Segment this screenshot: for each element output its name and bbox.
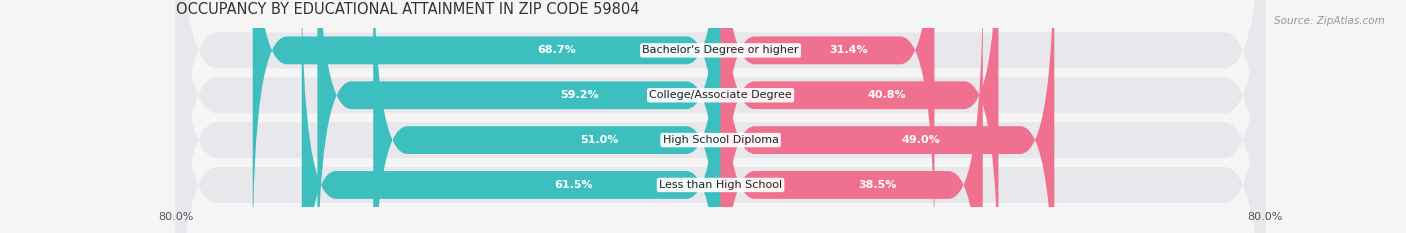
FancyBboxPatch shape — [721, 0, 983, 233]
Text: 61.5%: 61.5% — [555, 180, 593, 190]
Text: Less than High School: Less than High School — [659, 180, 782, 190]
FancyBboxPatch shape — [253, 0, 721, 233]
Text: 31.4%: 31.4% — [830, 45, 868, 55]
Text: High School Diploma: High School Diploma — [662, 135, 779, 145]
Text: 51.0%: 51.0% — [579, 135, 619, 145]
Text: Bachelor's Degree or higher: Bachelor's Degree or higher — [643, 45, 799, 55]
FancyBboxPatch shape — [176, 0, 1265, 233]
Text: 68.7%: 68.7% — [537, 45, 576, 55]
Text: 59.2%: 59.2% — [560, 90, 599, 100]
Text: 40.8%: 40.8% — [868, 90, 907, 100]
Text: OCCUPANCY BY EDUCATIONAL ATTAINMENT IN ZIP CODE 59804: OCCUPANCY BY EDUCATIONAL ATTAINMENT IN Z… — [176, 2, 640, 17]
Text: Source: ZipAtlas.com: Source: ZipAtlas.com — [1274, 16, 1385, 26]
Text: 49.0%: 49.0% — [901, 135, 941, 145]
Text: 38.5%: 38.5% — [859, 180, 897, 190]
FancyBboxPatch shape — [176, 0, 1265, 233]
FancyBboxPatch shape — [176, 0, 1265, 233]
Text: College/Associate Degree: College/Associate Degree — [650, 90, 792, 100]
FancyBboxPatch shape — [176, 0, 1265, 233]
FancyBboxPatch shape — [721, 0, 1054, 233]
FancyBboxPatch shape — [721, 0, 998, 233]
FancyBboxPatch shape — [373, 0, 721, 233]
FancyBboxPatch shape — [318, 0, 721, 233]
FancyBboxPatch shape — [721, 0, 935, 233]
FancyBboxPatch shape — [302, 0, 721, 233]
